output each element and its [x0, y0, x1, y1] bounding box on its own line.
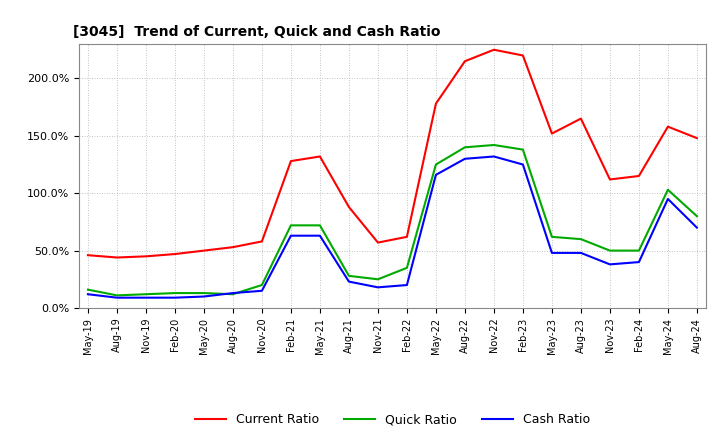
Quick Ratio [142, 292, 150, 297]
Current Ratio [548, 131, 557, 136]
Cash Ratio [431, 172, 440, 177]
Quick Ratio [228, 292, 237, 297]
Cash Ratio [606, 262, 614, 267]
Cash Ratio [634, 260, 643, 265]
Quick Ratio [461, 145, 469, 150]
Current Ratio [287, 158, 295, 164]
Cash Ratio [199, 294, 208, 299]
Cash Ratio [374, 285, 382, 290]
Line: Current Ratio: Current Ratio [88, 50, 697, 257]
Current Ratio [345, 204, 354, 209]
Quick Ratio [518, 147, 527, 152]
Quick Ratio [112, 293, 121, 298]
Cash Ratio [693, 225, 701, 230]
Quick Ratio [402, 265, 411, 271]
Cash Ratio [402, 282, 411, 288]
Legend: Current Ratio, Quick Ratio, Cash Ratio: Current Ratio, Quick Ratio, Cash Ratio [189, 408, 595, 431]
Current Ratio [664, 124, 672, 129]
Quick Ratio [634, 248, 643, 253]
Quick Ratio [490, 143, 498, 148]
Current Ratio [693, 136, 701, 141]
Current Ratio [518, 53, 527, 58]
Quick Ratio [287, 223, 295, 228]
Current Ratio [490, 47, 498, 52]
Cash Ratio [548, 250, 557, 256]
Current Ratio [142, 254, 150, 259]
Current Ratio [606, 177, 614, 182]
Current Ratio [634, 173, 643, 179]
Current Ratio [112, 255, 121, 260]
Current Ratio [199, 248, 208, 253]
Cash Ratio [664, 196, 672, 202]
Quick Ratio [664, 187, 672, 192]
Line: Cash Ratio: Cash Ratio [88, 157, 697, 298]
Current Ratio [577, 116, 585, 121]
Current Ratio [402, 234, 411, 239]
Quick Ratio [258, 282, 266, 288]
Cash Ratio [258, 288, 266, 293]
Cash Ratio [84, 292, 92, 297]
Text: [3045]  Trend of Current, Quick and Cash Ratio: [3045] Trend of Current, Quick and Cash … [73, 25, 441, 39]
Quick Ratio [199, 290, 208, 296]
Cash Ratio [142, 295, 150, 301]
Cash Ratio [315, 233, 324, 238]
Quick Ratio [431, 162, 440, 167]
Quick Ratio [577, 236, 585, 242]
Cash Ratio [577, 250, 585, 256]
Cash Ratio [228, 290, 237, 296]
Cash Ratio [518, 162, 527, 167]
Quick Ratio [315, 223, 324, 228]
Cash Ratio [112, 295, 121, 301]
Current Ratio [461, 59, 469, 64]
Quick Ratio [374, 277, 382, 282]
Current Ratio [258, 239, 266, 244]
Quick Ratio [345, 273, 354, 279]
Quick Ratio [606, 248, 614, 253]
Quick Ratio [171, 290, 179, 296]
Cash Ratio [171, 295, 179, 301]
Current Ratio [315, 154, 324, 159]
Quick Ratio [84, 287, 92, 292]
Cash Ratio [345, 279, 354, 284]
Current Ratio [374, 240, 382, 245]
Cash Ratio [461, 156, 469, 161]
Current Ratio [431, 101, 440, 106]
Quick Ratio [693, 213, 701, 219]
Quick Ratio [548, 234, 557, 239]
Cash Ratio [287, 233, 295, 238]
Current Ratio [171, 251, 179, 257]
Current Ratio [228, 245, 237, 250]
Cash Ratio [490, 154, 498, 159]
Current Ratio [84, 253, 92, 258]
Line: Quick Ratio: Quick Ratio [88, 145, 697, 295]
